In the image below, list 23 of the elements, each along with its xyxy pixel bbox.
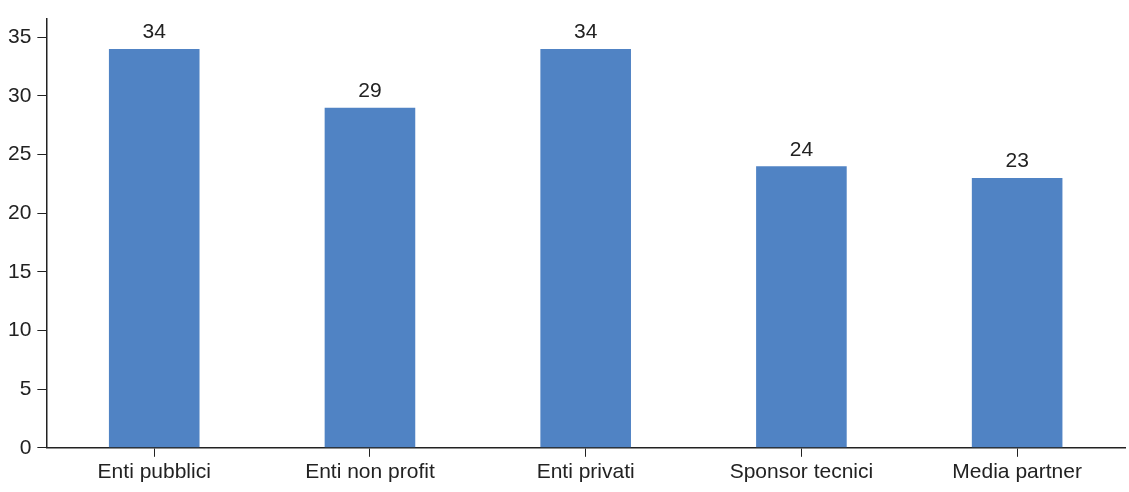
y-tick-label: 35 bbox=[8, 24, 32, 48]
y-tick-label: 20 bbox=[8, 200, 32, 224]
y-tick-label: 25 bbox=[8, 141, 32, 165]
data-label: 24 bbox=[789, 136, 814, 160]
bar bbox=[324, 107, 416, 448]
bar bbox=[971, 178, 1063, 448]
data-label: 34 bbox=[574, 19, 598, 43]
x-tick-label: Enti pubblici bbox=[97, 459, 211, 483]
bar bbox=[108, 49, 200, 448]
y-tick-label: 5 bbox=[19, 375, 32, 399]
x-tick-label: Enti privati bbox=[536, 459, 635, 483]
y-tick-label: 10 bbox=[8, 317, 32, 341]
x-tick-label: Enti non profit bbox=[305, 459, 435, 483]
data-label: 23 bbox=[1005, 148, 1029, 172]
bar bbox=[540, 49, 631, 448]
bar bbox=[756, 166, 847, 448]
y-tick-label: 30 bbox=[8, 82, 32, 106]
x-tick-label: Sponsor tecnici bbox=[729, 459, 874, 483]
data-label: 34 bbox=[142, 19, 167, 43]
x-tick-label: Media partner bbox=[952, 459, 1082, 483]
data-label: 29 bbox=[358, 78, 382, 102]
y-tick-label: 0 bbox=[19, 434, 32, 458]
y-tick-label: 15 bbox=[8, 258, 32, 282]
